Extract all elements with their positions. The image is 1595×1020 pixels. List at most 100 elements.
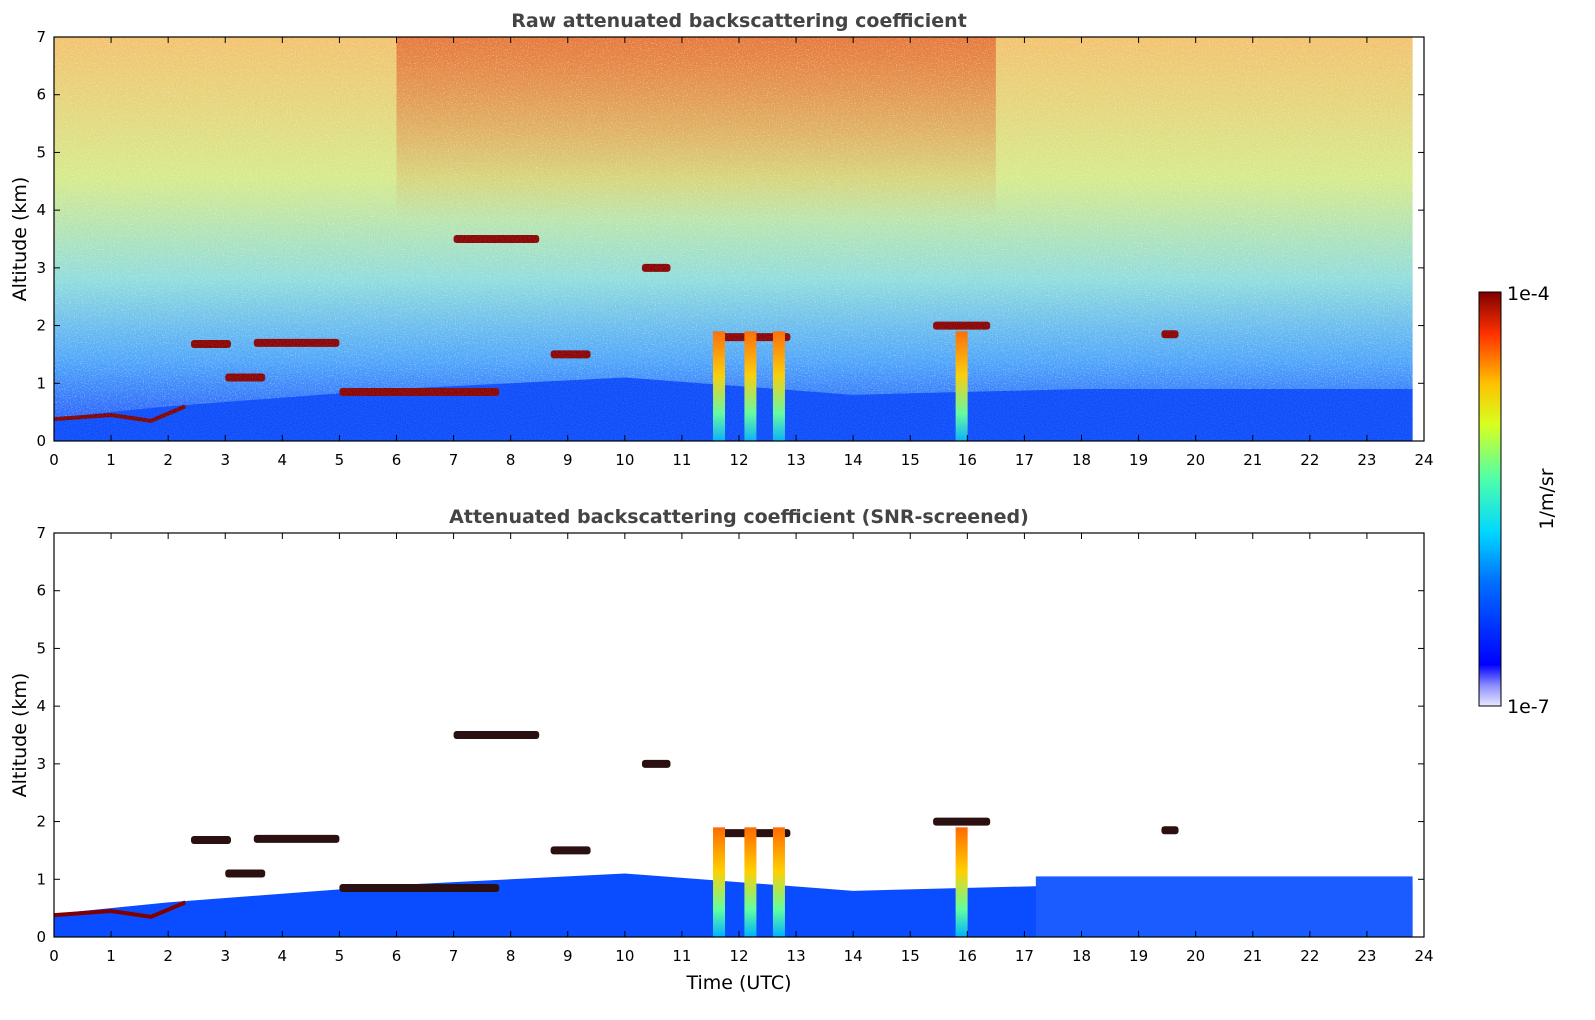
y-axis-bottom: 0 1 2 3 4 5 6 7 [36, 524, 1424, 946]
x-tick-label: 9 [563, 451, 573, 469]
colorbar-gradient [1478, 291, 1502, 707]
y-axis-label-bottom: Altitude (km) [9, 673, 31, 798]
x-tick-label: 4 [278, 947, 288, 965]
x-tick-label: 23 [1357, 947, 1376, 965]
x-tick-label: 7 [449, 947, 459, 965]
colorbar: 1e-4 1e-7 1/m/sr [1478, 283, 1558, 718]
aerosol-top-line [54, 900, 187, 919]
x-tick-label: 4 [278, 451, 288, 469]
raw-heatmap [54, 37, 1413, 441]
y-tick-label: 4 [36, 201, 46, 219]
y-tick-label: 1 [36, 870, 46, 888]
texture-overlay [54, 37, 1413, 441]
x-tick-label: 15 [901, 451, 920, 469]
x-tick-label: 9 [563, 947, 573, 965]
x-tick-label: 7 [449, 451, 459, 469]
y-tick-label: 4 [36, 697, 46, 715]
x-tick-label: 0 [49, 947, 59, 965]
x-tick-label: 2 [163, 947, 173, 965]
y-tick-label: 2 [36, 317, 46, 335]
x-tick-label: 6 [392, 451, 402, 469]
y-tick-label: 3 [36, 755, 46, 773]
colorbar-min-label: 1e-7 [1507, 696, 1550, 718]
cloud-layer [191, 836, 231, 845]
cloud-layer [1161, 826, 1179, 835]
x-tick-label: 3 [220, 451, 230, 469]
x-tick-label: 21 [1243, 451, 1262, 469]
x-tick-label: 3 [220, 947, 230, 965]
x-tick-label: 8 [506, 451, 516, 469]
x-tick-label: 1 [106, 947, 116, 965]
x-tick-label: 23 [1357, 451, 1376, 469]
x-tick-label: 22 [1300, 947, 1319, 965]
y-tick-label: 1 [36, 374, 46, 392]
y-tick-label: 0 [36, 432, 46, 450]
x-tick-label: 16 [958, 451, 977, 469]
y-tick-label: 6 [36, 582, 46, 600]
y-tick-label: 7 [36, 28, 46, 46]
screened-heatmap [54, 731, 1413, 937]
x-tick-label: 15 [901, 947, 920, 965]
x-tick-label: 24 [1414, 947, 1433, 965]
x-tick-label: 14 [844, 451, 863, 469]
x-tick-label: 8 [506, 947, 516, 965]
y-tick-label: 5 [36, 639, 46, 657]
x-tick-label: 0 [49, 451, 59, 469]
x-tick-label: 20 [1186, 947, 1205, 965]
y-tick-label: 3 [36, 259, 46, 277]
precipitation-column [744, 827, 757, 937]
x-tick-label: 13 [787, 451, 806, 469]
cloud-layer [641, 759, 671, 768]
x-tick-label: 24 [1414, 451, 1433, 469]
cloud-layer [253, 834, 340, 843]
x-tick-label: 10 [615, 451, 634, 469]
x-tick-label: 1 [106, 451, 116, 469]
raw-backscatter-panel: Raw attenuated backscattering coefficien… [9, 10, 1434, 469]
x-tick-label: 6 [392, 947, 402, 965]
x-tick-label: 13 [787, 947, 806, 965]
x-tick-label: 17 [1015, 947, 1034, 965]
y-tick-label: 6 [36, 86, 46, 104]
cloud-layer [225, 869, 266, 878]
x-tick-label: 2 [163, 451, 173, 469]
cloud-layer [550, 846, 591, 855]
x-tick-label: 5 [335, 947, 345, 965]
y-tick-label: 0 [36, 928, 46, 946]
x-tick-label: 19 [1129, 947, 1148, 965]
y-tick-label: 7 [36, 524, 46, 542]
precipitation-column [713, 827, 726, 937]
x-tick-label: 18 [1072, 947, 1091, 965]
x-tick-label: 22 [1300, 451, 1319, 469]
y-axis-top: 0 1 2 3 4 5 6 7 [36, 28, 1424, 450]
x-tick-label: 20 [1186, 451, 1205, 469]
x-tick-label: 5 [335, 451, 345, 469]
cloud-layer [339, 883, 500, 892]
x-tick-label: 18 [1072, 451, 1091, 469]
panel-title-raw: Raw attenuated backscattering coefficien… [511, 10, 967, 32]
x-tick-label: 10 [615, 947, 634, 965]
panel-title-screened: Attenuated backscattering coefficient (S… [449, 506, 1029, 528]
x-axis-label: Time (UTC) [685, 972, 791, 994]
cloud-layer [933, 817, 991, 826]
cloud-layer [453, 731, 540, 739]
colorbar-unit-label: 1/m/sr [1536, 468, 1558, 529]
screened-blue-region [1035, 876, 1413, 937]
x-tick-label: 14 [844, 947, 863, 965]
y-tick-label: 2 [36, 813, 46, 831]
x-tick-label: 11 [672, 451, 691, 469]
x-tick-label: 12 [729, 947, 748, 965]
x-tick-label: 11 [672, 947, 691, 965]
x-axis-bottom: 0 1 2 3 4 5 6 7 8 9 10 11 12 13 14 15 16 17 18 19 20 21 22 23 24 [49, 533, 1434, 965]
x-tick-label: 17 [1015, 451, 1034, 469]
y-axis-label-top: Altitude (km) [9, 177, 31, 302]
precipitation-column [772, 827, 785, 937]
colorbar-max-label: 1e-4 [1507, 283, 1550, 305]
y-tick-label: 5 [36, 143, 46, 161]
x-axis-top: 0 1 2 3 4 5 6 7 8 9 10 11 12 13 14 15 16 17 18 19 20 21 22 23 24 [49, 37, 1434, 469]
precipitation-column [955, 827, 968, 937]
x-tick-label: 19 [1129, 451, 1148, 469]
screened-backscatter-panel: Attenuated backscattering coefficient (S… [9, 506, 1434, 994]
x-tick-label: 21 [1243, 947, 1262, 965]
x-tick-label: 16 [958, 947, 977, 965]
